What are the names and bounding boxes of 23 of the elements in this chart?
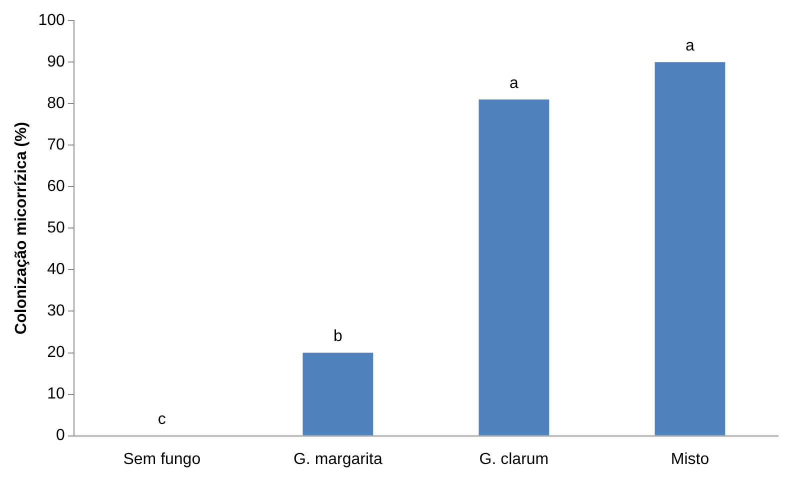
- bar: [654, 62, 726, 436]
- bar: [478, 99, 550, 436]
- y-tick-label: 10: [47, 386, 65, 403]
- annotation: b: [333, 328, 342, 346]
- x-tick-label: Sem fungo: [123, 450, 201, 468]
- x-tick-label: G. clarum: [479, 450, 549, 468]
- y-tick-label: 30: [47, 302, 65, 320]
- y-tick-label: 80: [47, 95, 65, 112]
- y-tick-label: 50: [47, 220, 65, 237]
- y-tick-label: 100: [38, 12, 65, 30]
- y-tick-label: 40: [47, 261, 65, 278]
- bar: [302, 352, 374, 436]
- x-tick-label: Misto: [670, 450, 710, 468]
- x-tick-label: G. margarita: [293, 450, 382, 468]
- y-axis-title: Colonização micorrízica (%): [13, 122, 30, 334]
- y-tick-label: 90: [47, 54, 65, 71]
- y-tick-label: 70: [47, 136, 65, 154]
- y-tick-label: 0: [56, 427, 65, 444]
- y-tick-label: 60: [47, 178, 65, 196]
- annotation: a: [510, 74, 519, 92]
- annotation: a: [686, 38, 695, 55]
- y-tick-label: 20: [47, 344, 65, 362]
- annotation: c: [158, 411, 166, 428]
